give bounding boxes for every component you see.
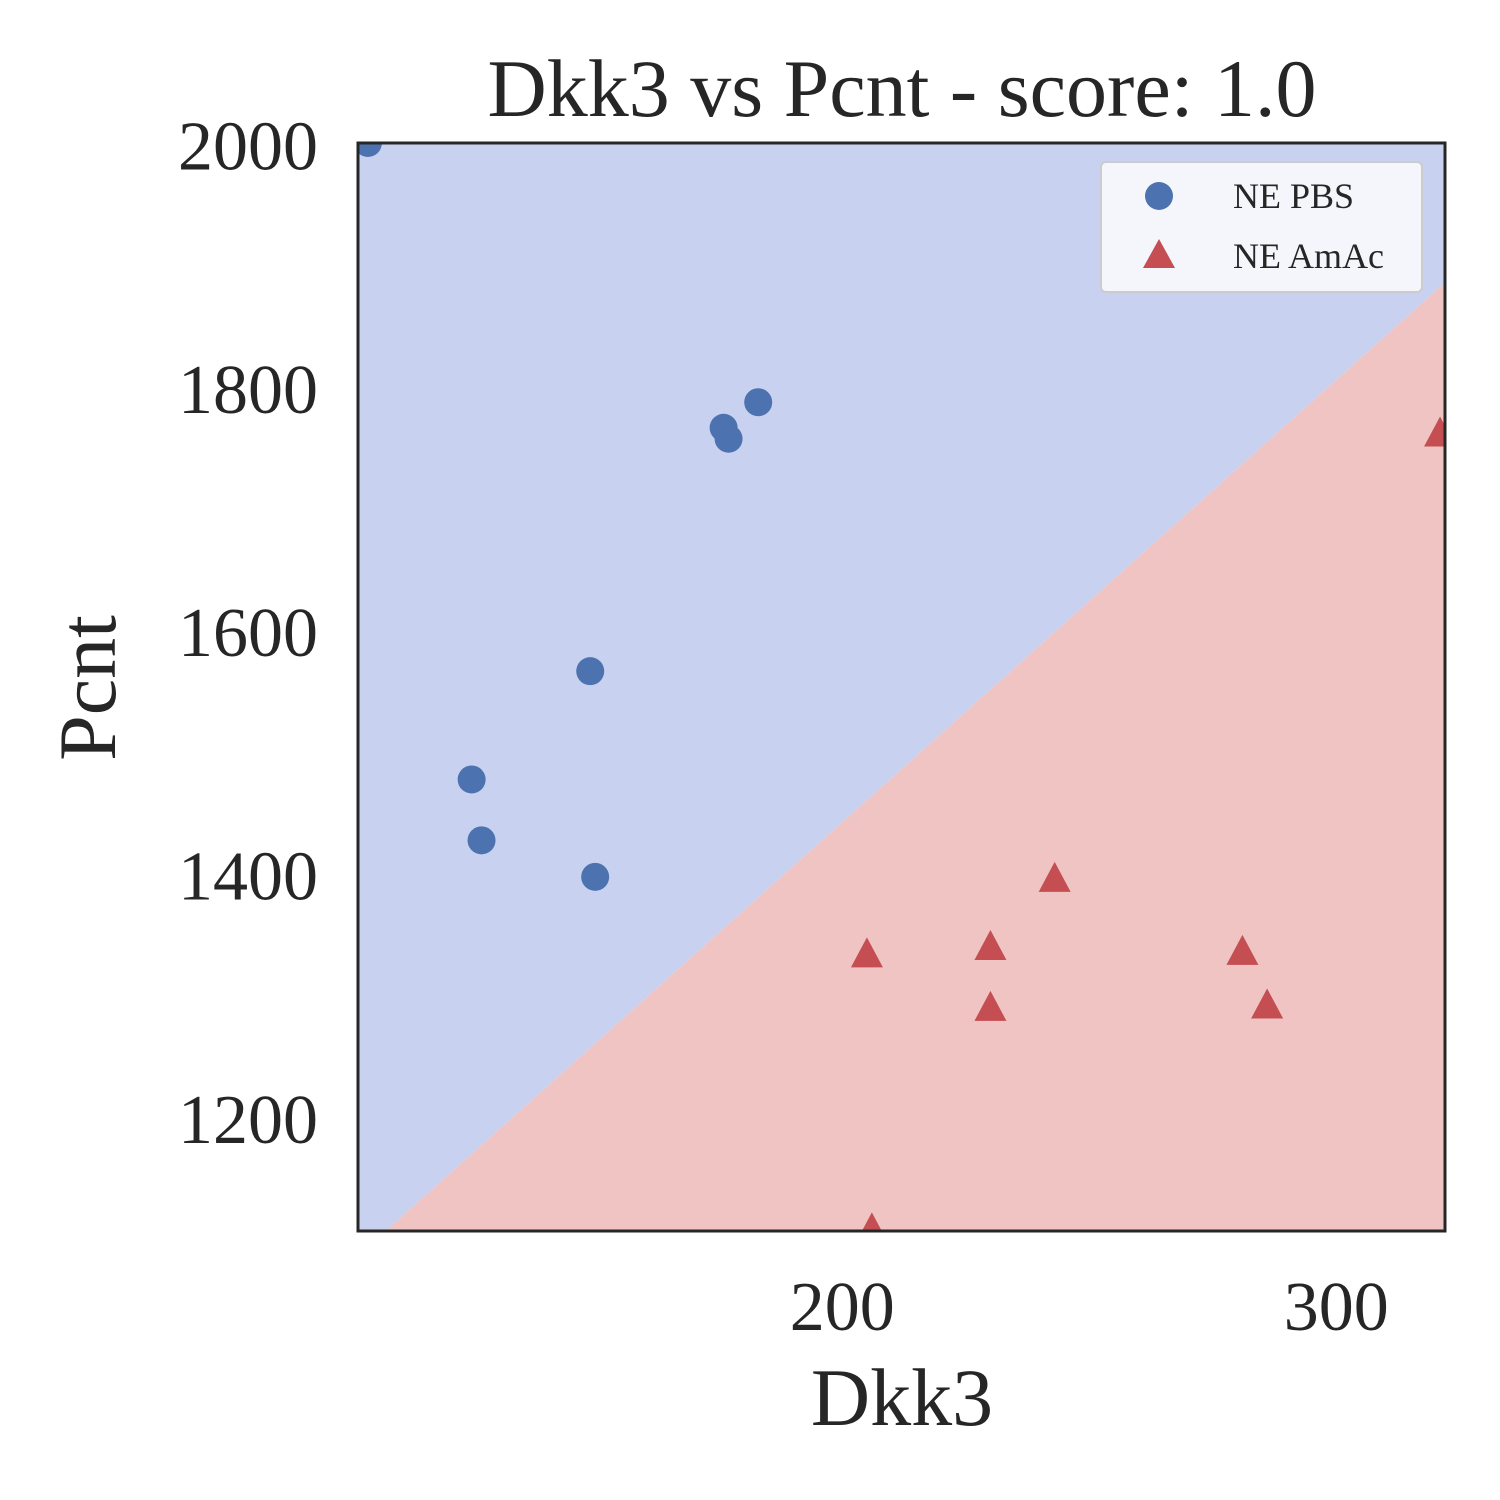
y-axis-label: Pcnt xyxy=(42,615,133,761)
legend: NE PBS NE AmAc xyxy=(1100,161,1423,293)
pbs-data-point xyxy=(467,826,496,855)
y-tick-label: 1200 xyxy=(178,1082,318,1159)
amac-data-point xyxy=(974,930,1007,961)
legend-label: NE AmAc xyxy=(1233,236,1384,276)
y-tick-label: 1400 xyxy=(178,839,318,916)
y-tick-label: 1800 xyxy=(178,352,318,429)
x-axis-label: Dkk3 xyxy=(811,1352,993,1443)
data-markers xyxy=(358,143,1445,1231)
x-tick-label: 200 xyxy=(790,1269,895,1346)
y-tick-label: 2000 xyxy=(178,108,318,185)
pbs-data-point xyxy=(744,388,773,417)
x-axis-ticks: 200 300 xyxy=(790,1269,1389,1346)
pbs-data-point xyxy=(576,657,605,686)
amac-data-point xyxy=(1038,861,1071,892)
class-region-pbs xyxy=(358,143,1445,1231)
amac-data-point xyxy=(1424,416,1445,447)
chart-title: Dkk3 vs Pcnt - score: 1.0 xyxy=(487,43,1316,134)
pbs-data-point xyxy=(714,424,743,453)
class-region-amac xyxy=(385,282,1445,1231)
axes-frame xyxy=(356,141,1447,1233)
pbs-data-point xyxy=(457,765,486,794)
legend-marker-amac xyxy=(1143,239,1175,268)
amac-data-point xyxy=(1251,988,1284,1019)
x-tick-label: 300 xyxy=(1284,1269,1389,1346)
legend-marker-pbs xyxy=(1145,182,1173,210)
pbs-data-point xyxy=(581,862,610,891)
amac-data-point xyxy=(1226,934,1259,965)
amac-data-point xyxy=(974,990,1007,1021)
y-axis-ticks: 1200 1400 1600 1800 2000 xyxy=(178,108,318,1159)
legend-box xyxy=(1100,161,1423,293)
amac-data-point xyxy=(850,937,883,968)
y-tick-label: 1600 xyxy=(178,595,318,672)
plot-area xyxy=(358,143,1445,1231)
legend-label: NE PBS xyxy=(1233,176,1354,216)
amac-data-point xyxy=(861,1212,882,1231)
pbs-data-point xyxy=(358,143,382,157)
